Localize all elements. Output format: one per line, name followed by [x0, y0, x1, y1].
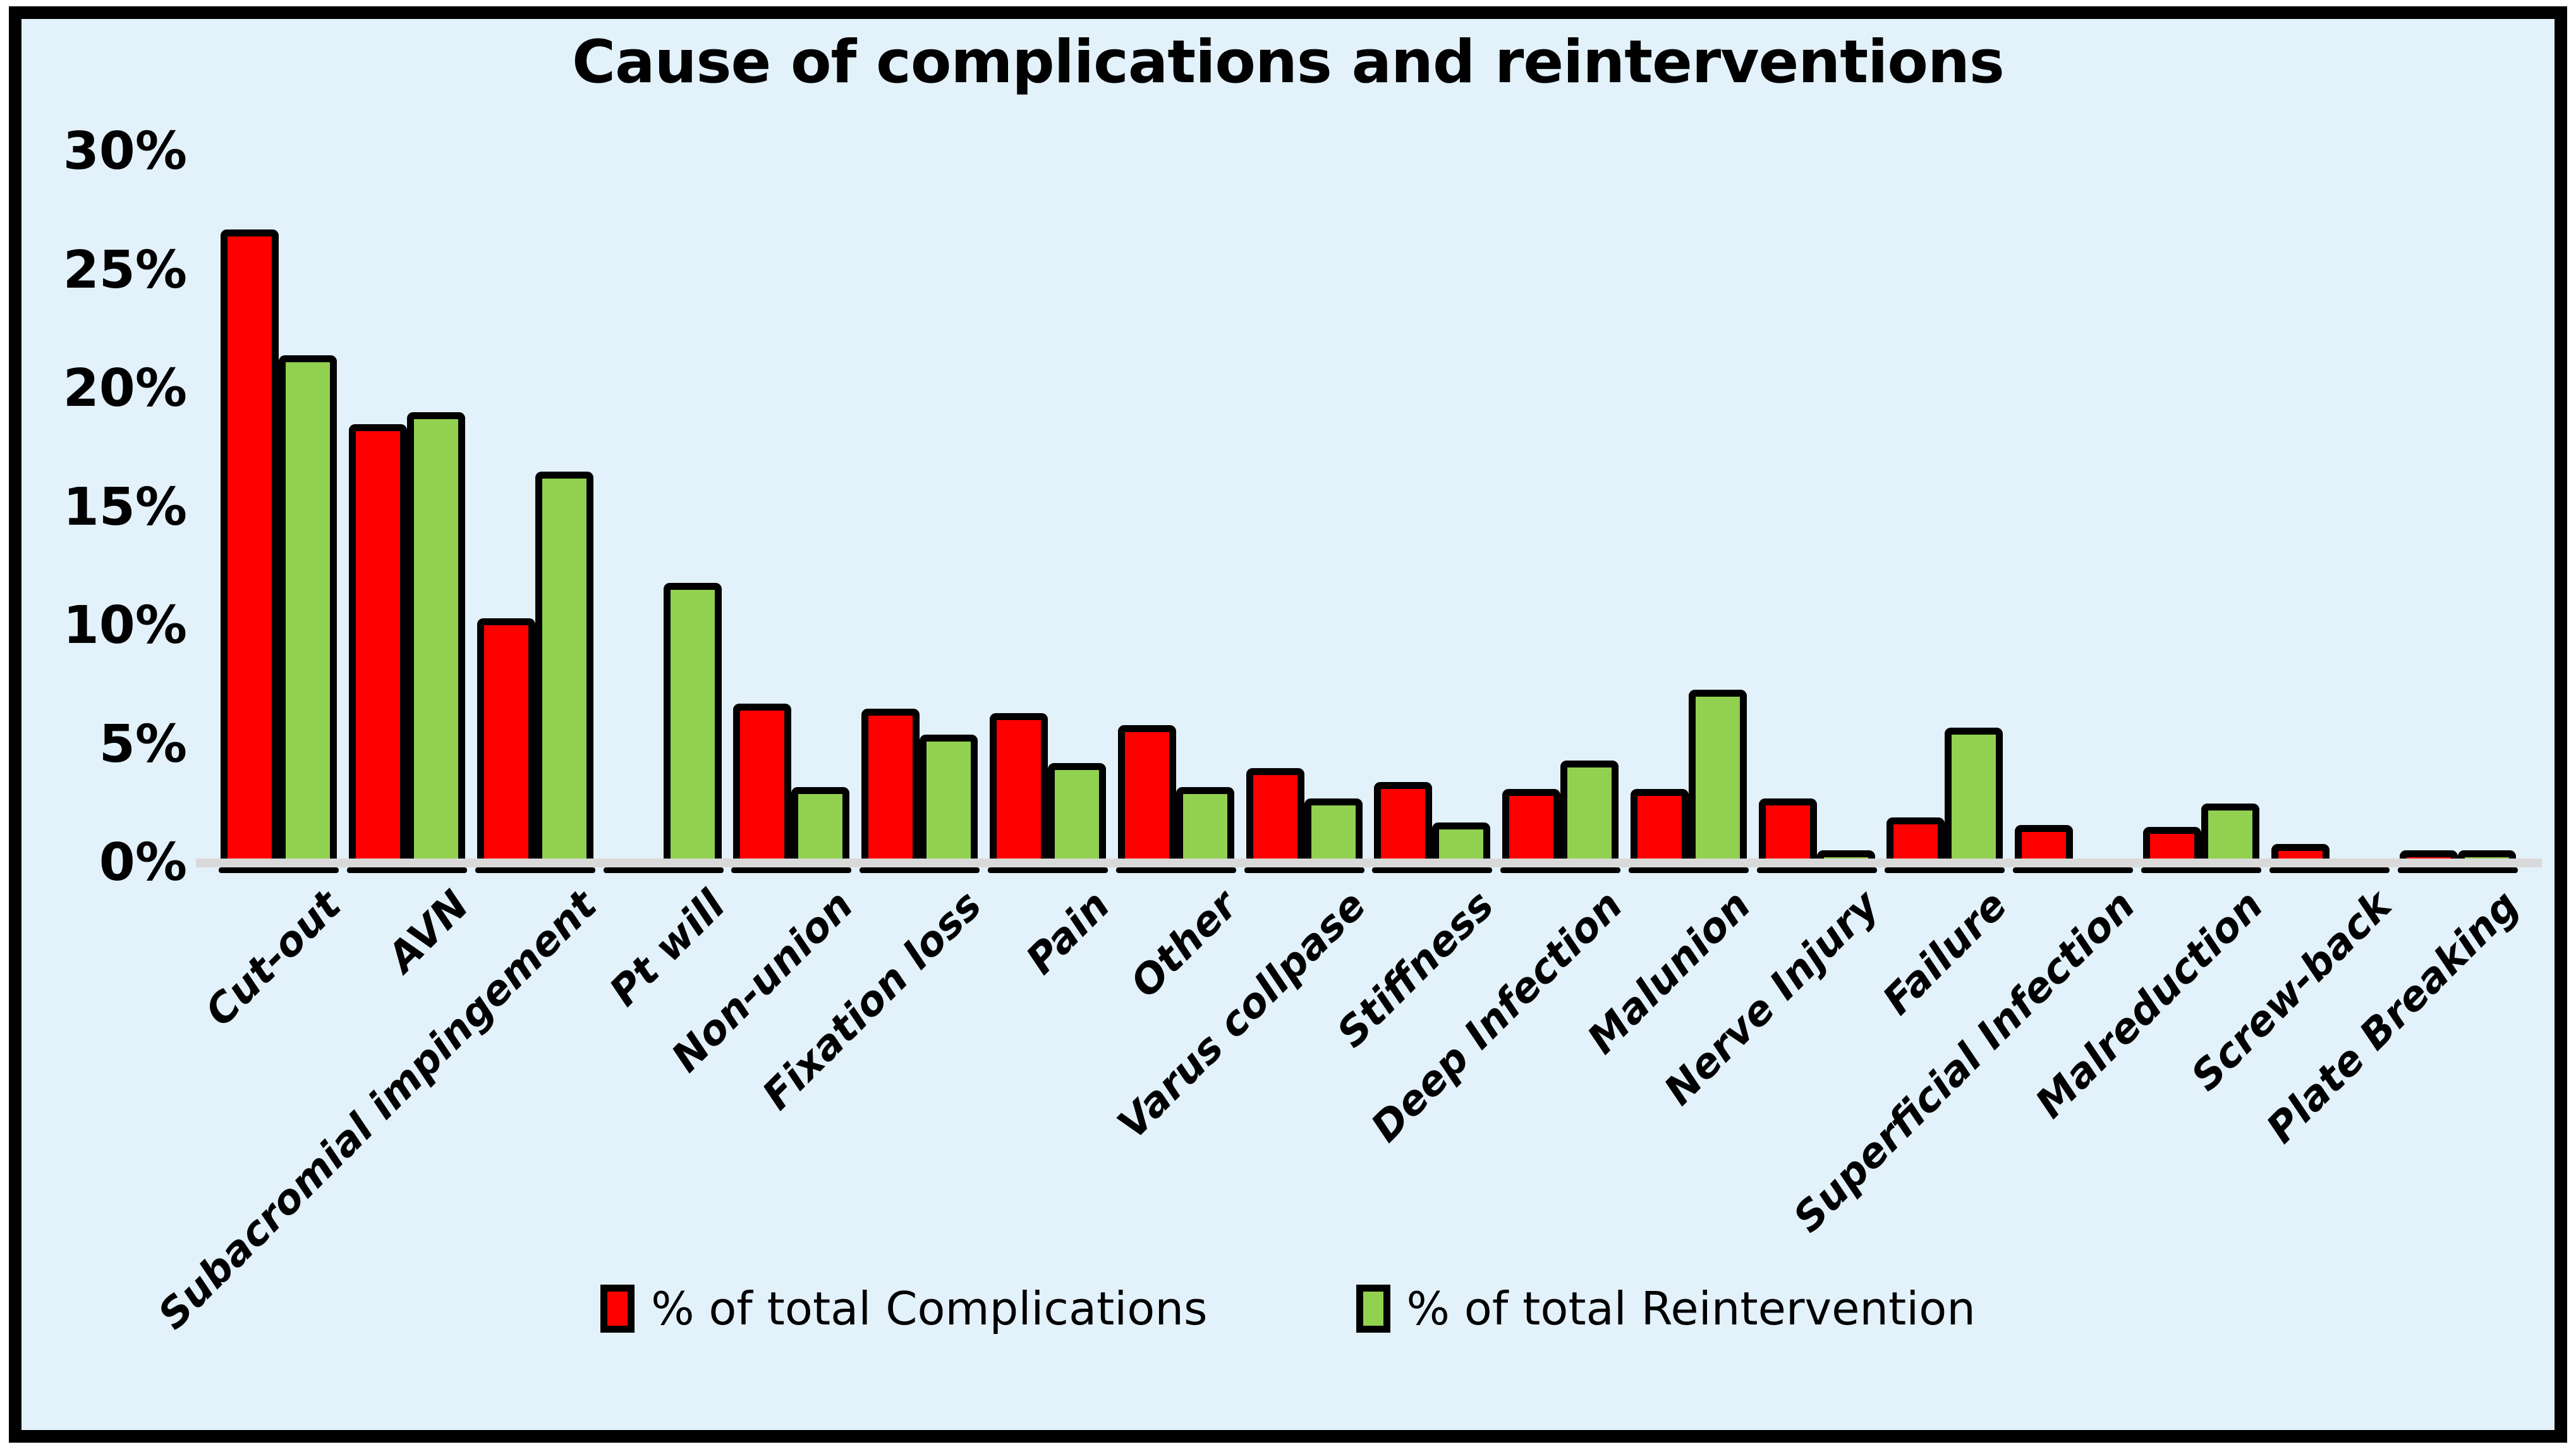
bar-group: Screw-back: [2182, 152, 2400, 1100]
bar-complications: [2015, 824, 2074, 863]
legend-item-reintervention: % of total Reintervention: [1356, 1282, 1976, 1335]
bar-complications: [1117, 725, 1176, 863]
y-axis-tick-label: 10%: [63, 596, 187, 656]
bar-complications: [2143, 827, 2202, 863]
legend-label-complications: % of total Complications: [651, 1282, 1208, 1335]
bar-reintervention: [1176, 786, 1234, 863]
bar-complications: [861, 708, 920, 863]
bar-reintervention: [1560, 761, 1619, 863]
bar-reintervention: [535, 471, 593, 863]
bar-complications: [1374, 782, 1433, 863]
legend-label-reintervention: % of total Reintervention: [1406, 1282, 1976, 1335]
bar-group: Subacromial impingement: [150, 152, 606, 1338]
x-axis-tick: [2141, 867, 2262, 873]
bar-complications: [1630, 789, 1689, 863]
x-axis-baseline: [196, 859, 2542, 867]
x-axis-tick: [1500, 867, 1621, 873]
x-axis-tick: [860, 867, 980, 873]
bar-group: Varus collpase: [1109, 152, 1375, 1148]
bar-group: Superficial Infection: [1785, 152, 2144, 1242]
bar-reintervention: [407, 412, 466, 863]
bar-group: Fixation loss: [753, 152, 991, 1119]
x-axis-tick: [2013, 867, 2134, 873]
x-axis-tick: [603, 867, 724, 873]
chart-title: Cause of complications and reinterventio…: [572, 28, 2005, 97]
bar-reintervention: [791, 786, 850, 863]
bar-group: Non-union: [663, 152, 863, 1082]
bar-group: AVN: [343, 152, 478, 981]
y-axis-tick-label: 5%: [99, 714, 187, 774]
bar-group: Stiffness: [1328, 152, 1504, 1057]
x-axis-tick: [219, 867, 339, 873]
bar-reintervention: [1945, 727, 2003, 863]
bar-group: Nerve Injury: [1655, 152, 1888, 1115]
bar-group: Malreduction: [2027, 152, 2272, 1127]
bar-group: Failure: [1874, 152, 2016, 1024]
bar-complications: [477, 618, 535, 863]
bar-reintervention: [920, 735, 978, 863]
x-axis-tick: [2397, 867, 2518, 873]
legend-item-complications: % of total Complications: [600, 1282, 1208, 1335]
x-axis-tick: [1115, 867, 1236, 873]
bar-complications: [349, 424, 408, 863]
bar-complications: [1246, 767, 1304, 863]
y-axis-tick-label: 30%: [63, 121, 187, 181]
x-axis-tick: [2269, 867, 2390, 873]
x-axis-tick: [1885, 867, 2005, 873]
bar-complications: [1758, 798, 1817, 863]
x-axis-tick: [731, 867, 852, 873]
y-axis-tick-label: 0%: [99, 833, 187, 893]
plot-area: Cut-out AVN Subacromial impingement Pt will…: [150, 152, 2529, 1338]
bar-reintervention: [663, 583, 722, 863]
y-axis-tick-label: 25%: [63, 240, 187, 300]
bar-complications: [733, 704, 792, 863]
bar-complications: [1886, 817, 1945, 863]
legend-swatch-reintervention: [1356, 1285, 1390, 1333]
y-axis-tick-label: 20%: [63, 358, 187, 419]
x-axis-tick: [347, 867, 468, 873]
x-axis-tick: [475, 867, 595, 873]
bar-group: Other: [1112, 152, 1247, 1007]
x-axis-tick: [1756, 867, 1877, 873]
bar-reintervention: [2201, 803, 2260, 863]
bar-complications: [1502, 789, 1561, 863]
bar-reintervention: [1304, 798, 1363, 863]
x-axis-tick: [1372, 867, 1493, 873]
y-axis-tick-label: 15%: [63, 477, 187, 537]
bar-complications: [221, 229, 279, 863]
x-axis-tick: [988, 867, 1109, 873]
bar-reintervention: [279, 355, 337, 863]
bar-group: Deep Infection: [1362, 152, 1631, 1151]
bar-reintervention: [1048, 763, 1107, 863]
bar-reintervention: [1688, 689, 1747, 863]
x-axis-tick: [1244, 867, 1364, 873]
bar-group: Pain: [984, 152, 1119, 984]
bar-complications: [990, 713, 1048, 863]
bar-group: Plate Breaking: [2258, 152, 2529, 1152]
legend-swatch-complications: [600, 1285, 635, 1333]
bar-group: Malunion: [1579, 152, 1759, 1063]
x-axis-tick: [1628, 867, 1749, 873]
bar-group: Pt will: [599, 152, 734, 1015]
bar-group: Cut-out: [197, 152, 350, 1036]
bar-reintervention: [1432, 822, 1491, 863]
legend: % of total Complications % of total Rein…: [0, 1282, 2576, 1335]
